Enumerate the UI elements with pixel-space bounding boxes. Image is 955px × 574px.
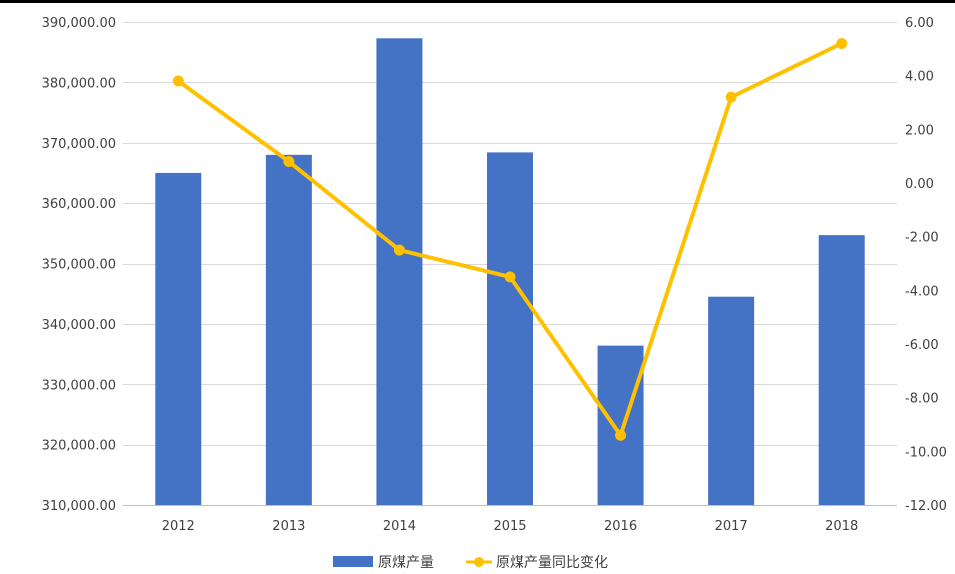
right-axis-tick-label: -6.00	[905, 338, 939, 353]
right-axis-tick-label: -4.00	[905, 284, 939, 299]
right-axis-tick-label: -8.00	[905, 392, 939, 407]
line-point-2014	[393, 244, 405, 256]
left-axis-tick-label: 380,000.00	[42, 76, 116, 91]
line-series	[172, 37, 848, 441]
left-axis-tick-label: 330,000.00	[42, 378, 116, 393]
line-point-2018	[836, 37, 848, 49]
x-tick-label-2016: 2016	[604, 519, 637, 534]
bar-2018	[818, 235, 865, 505]
x-tick-label-2013: 2013	[272, 519, 305, 534]
bar-2012	[155, 172, 202, 505]
bar-series	[155, 38, 865, 506]
left-axis-tick-label: 360,000.00	[42, 197, 116, 212]
legend-bar-swatch	[333, 556, 373, 567]
legend-bar-label: 原煤产量	[378, 555, 434, 571]
gridlines	[123, 22, 897, 506]
right-axis-tick-label: 4.00	[905, 70, 934, 85]
bar-2014	[376, 38, 423, 506]
left-axis-tick-label: 370,000.00	[42, 137, 116, 152]
line-point-2016	[615, 429, 627, 441]
left-axis-tick-label: 340,000.00	[42, 318, 116, 333]
bar-2013	[265, 154, 312, 505]
line-point-2013	[283, 156, 295, 168]
x-tick-label-2012: 2012	[162, 519, 195, 534]
bar-2016	[597, 345, 644, 505]
x-tick-label-2015: 2015	[493, 519, 526, 534]
left-axis-tick-label: 310,000.00	[42, 499, 116, 514]
right-axis-tick-label: -12.00	[905, 499, 947, 514]
right-axis-tick-label: -2.00	[905, 231, 939, 246]
legend-line-label: 原煤产量同比变化	[496, 555, 608, 571]
x-axis-ticks: 2012 2013 2014 2015 2016 2017 2018	[162, 519, 859, 534]
x-tick-label-2018: 2018	[825, 519, 858, 534]
line-point-2017	[725, 91, 737, 103]
bar-2015	[487, 152, 533, 505]
x-tick-label-2017: 2017	[715, 519, 748, 534]
bar-2017	[708, 296, 755, 505]
right-axis-tick-label: 0.00	[905, 177, 934, 192]
left-axis-tick-label: 320,000.00	[42, 439, 116, 454]
legend-line-marker	[474, 557, 484, 567]
x-tick-label-2014: 2014	[383, 519, 416, 534]
left-axis-tick-label: 350,000.00	[42, 258, 116, 273]
left-axis-ticks: 310,000.00 320,000.00 330,000.00 340,000.00…	[42, 16, 116, 514]
left-axis-tick-label: 390,000.00	[42, 16, 116, 31]
top-border	[0, 0, 955, 3]
right-axis-tick-label: 2.00	[905, 123, 934, 138]
legend: 原煤产量 原煤产量同比变化	[333, 555, 608, 571]
right-axis-tick-label: -10.00	[905, 445, 947, 460]
right-axis-tick-label: 6.00	[905, 16, 934, 31]
line-point-2012	[172, 75, 184, 87]
line-point-2015	[504, 271, 516, 283]
right-axis-ticks: -12.00 -10.00 -8.00 -6.00 -4.00 -2.00 0.00 2.00…	[905, 16, 947, 514]
